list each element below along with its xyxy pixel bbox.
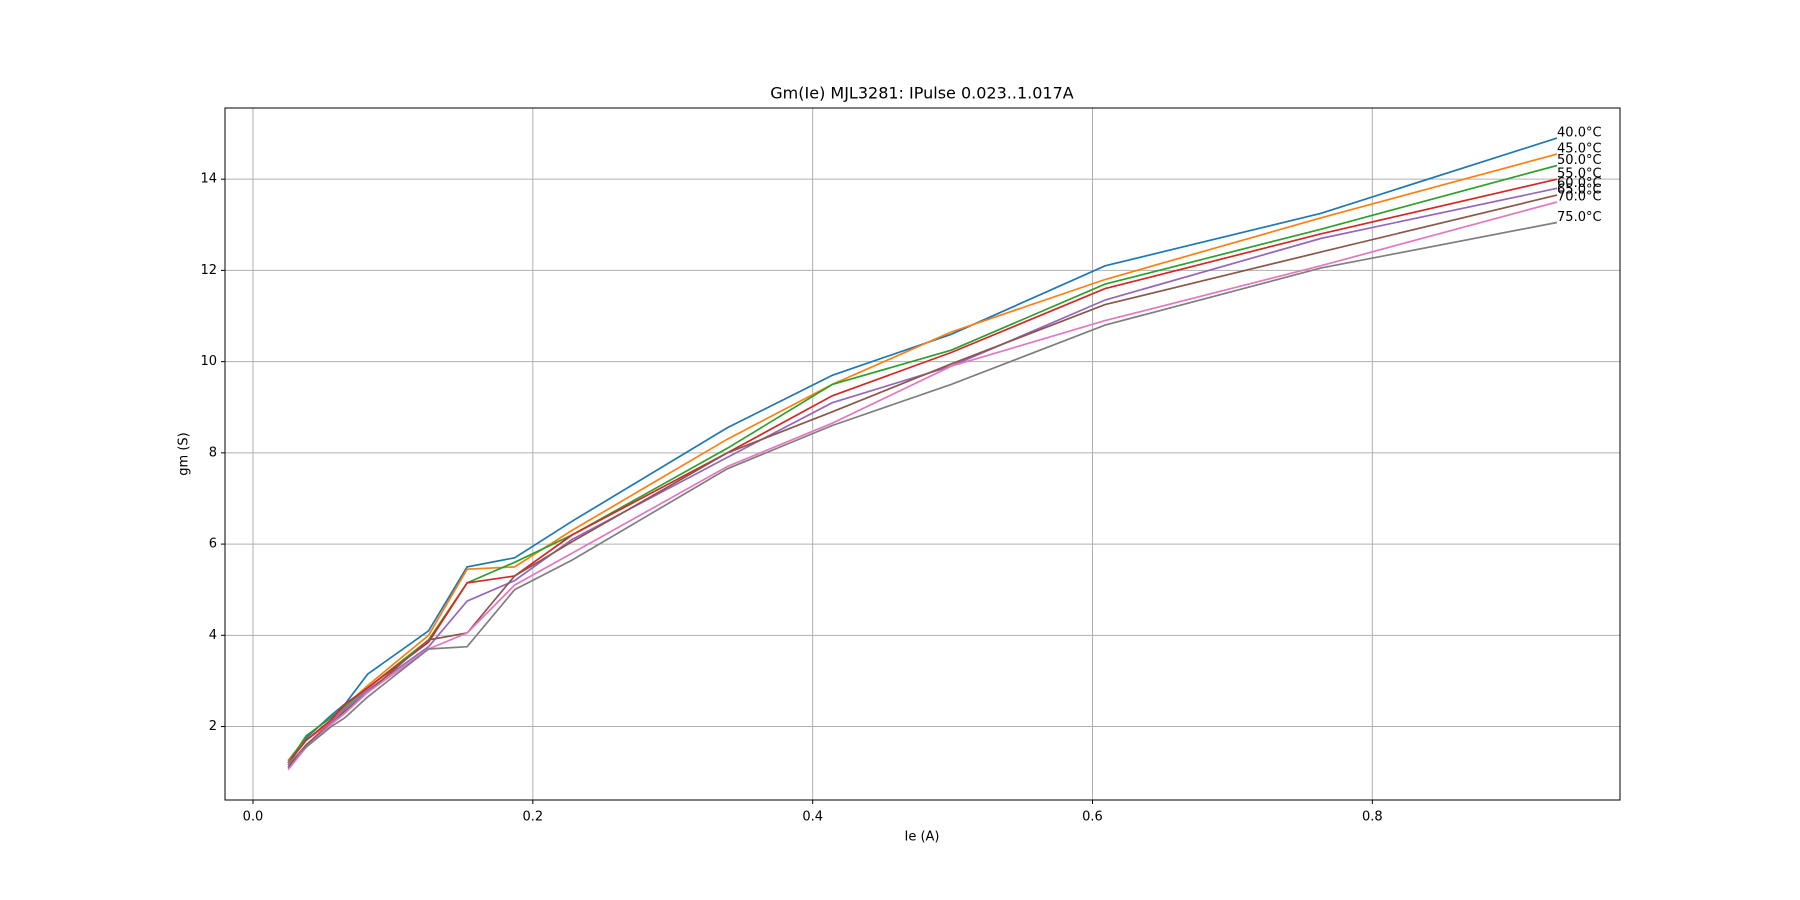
x-tick-label: 0.0 — [243, 810, 264, 825]
y-tick-label: 10 — [200, 354, 217, 369]
x-tick-label: 0.8 — [1362, 810, 1383, 825]
series-line — [287, 221, 1558, 764]
x-tick-label: 0.2 — [522, 810, 543, 825]
y-tick-label: 6 — [209, 537, 217, 552]
y-tick-label: 12 — [200, 263, 217, 278]
series-line — [287, 137, 1558, 762]
y-tick-label: 4 — [209, 628, 217, 643]
y-tick-label: 8 — [209, 445, 217, 460]
series-label: 70.0°C — [1557, 189, 1602, 204]
series-label: 40.0°C — [1557, 126, 1602, 141]
series-line — [287, 201, 1558, 771]
chart-title: Gm(Ie) MJL3281: IPulse 0.023..1.017A — [770, 84, 1073, 103]
y-tick-label: 14 — [200, 172, 217, 187]
series-label: 50.0°C — [1557, 153, 1602, 168]
y-tick-label: 2 — [209, 719, 217, 734]
series-label: 65.0°C — [1557, 183, 1602, 198]
series-label: 55.0°C — [1557, 167, 1602, 182]
x-tick-label: 0.4 — [802, 810, 823, 825]
series-label: 45.0°C — [1557, 142, 1602, 157]
x-tick-label: 0.6 — [1082, 810, 1103, 825]
y-axis-label: gm (S) — [177, 432, 192, 475]
series-label: 75.0°C — [1557, 210, 1602, 225]
x-axis-label: Ie (A) — [904, 830, 939, 845]
series-label: 60.0°C — [1557, 176, 1602, 191]
series-line — [287, 187, 1558, 766]
plot-frame — [224, 107, 1621, 801]
